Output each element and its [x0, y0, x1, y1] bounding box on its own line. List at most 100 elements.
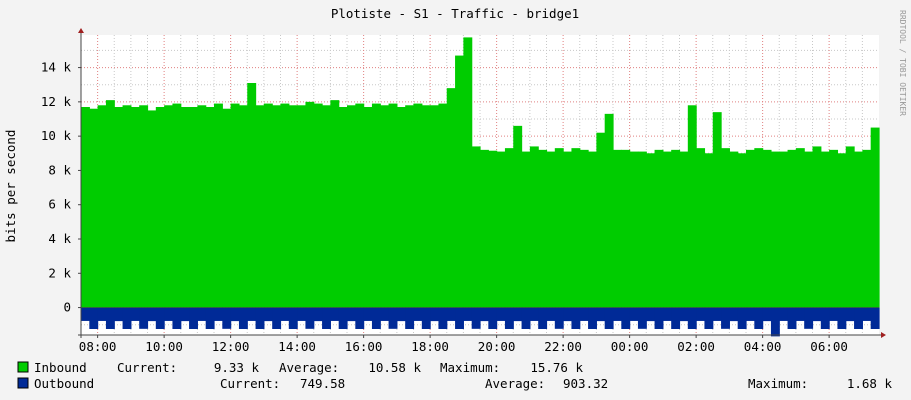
outbound-bar — [371, 307, 381, 329]
inbound-bar — [862, 149, 872, 308]
inbound-bar — [770, 151, 780, 308]
y-axis-arrow-icon — [78, 28, 84, 33]
outbound-bar — [546, 307, 556, 321]
outbound-bar — [804, 307, 814, 329]
legend-inbound-average-label: Average: — [279, 360, 339, 375]
inbound-bar — [89, 108, 99, 308]
inbound-bar — [480, 149, 489, 308]
outbound-bar — [330, 307, 340, 321]
inbound-bar — [629, 151, 639, 308]
outbound-bar — [214, 307, 223, 321]
outbound-bar — [721, 307, 730, 329]
outbound-bar — [396, 307, 406, 322]
inbound-bar — [513, 125, 523, 308]
outbound-bar — [496, 307, 506, 321]
x-tick-label: 14:00 — [278, 339, 316, 354]
inbound-bar — [222, 108, 232, 308]
x-tick-label: 02:00 — [677, 339, 715, 354]
inbound-bar — [754, 148, 764, 308]
inbound-bar — [338, 107, 348, 308]
outbound-bar — [554, 307, 564, 329]
inbound-bar — [854, 151, 863, 308]
inbound-bar — [446, 88, 456, 308]
outbound-bar — [588, 307, 597, 329]
outbound-bar — [230, 307, 240, 322]
outbound-bar — [854, 307, 863, 329]
inbound-bar — [538, 149, 548, 308]
legend-inbound-current-label: Current: — [117, 360, 177, 375]
inbound-bar — [471, 146, 481, 308]
outbound-bar — [238, 307, 248, 329]
outbound-bar — [737, 307, 747, 329]
outbound-bar — [646, 307, 656, 322]
legend-inbound-maximum-label: Maximum: — [440, 360, 500, 375]
legend-inbound-name: Inbound — [34, 360, 87, 375]
inbound-bar — [230, 103, 240, 308]
outbound-bar — [870, 307, 880, 329]
inbound-bar — [687, 105, 697, 308]
inbound-bar — [455, 55, 464, 308]
inbound-bar — [355, 103, 365, 308]
outbound-bar — [563, 307, 573, 322]
outbound-bar — [81, 307, 90, 321]
inbound-bar — [579, 149, 589, 308]
inbound-bar — [696, 148, 706, 308]
inbound-bar — [812, 146, 822, 308]
outbound-bar — [604, 307, 614, 329]
outbound-bar — [122, 307, 132, 329]
inbound-bar — [272, 105, 282, 308]
inbound-bar — [347, 105, 356, 308]
outbound-bar — [180, 307, 190, 322]
outbound-bar — [687, 307, 697, 329]
outbound-bar — [405, 307, 415, 329]
x-tick-label: 18:00 — [411, 339, 449, 354]
outbound-bar — [613, 307, 622, 321]
legend-outbound-current-label: Current: — [220, 376, 280, 391]
inbound-bar — [762, 149, 772, 308]
outbound-bar — [704, 307, 714, 329]
inbound-bar — [845, 146, 855, 308]
outbound-bar — [480, 307, 489, 322]
legend-inbound-average: 10.58 k — [368, 360, 421, 375]
outbound-bar — [272, 307, 282, 329]
outbound-bar — [189, 307, 198, 329]
inbound-bar — [330, 100, 340, 308]
inbound-bar — [712, 112, 722, 308]
outbound-bar — [662, 307, 672, 321]
inbound-bar — [238, 105, 248, 308]
chart-title: Plotiste - S1 - Traffic - bridge1 — [331, 6, 579, 21]
inbound-bar — [288, 105, 298, 308]
axes — [78, 28, 886, 338]
y-tick-labels: 0 2 k 4 k 6 k 8 k 10 k 12 k 14 k — [41, 60, 81, 315]
legend-inbound-maximum: 15.76 k — [530, 360, 583, 375]
inbound-bar — [804, 151, 814, 308]
inbound-bar — [646, 153, 656, 308]
outbound-bar — [471, 307, 481, 329]
outbound-bar — [712, 307, 722, 321]
x-tick-label: 20:00 — [478, 339, 516, 354]
inbound-bar — [613, 149, 622, 308]
inbound-bar — [172, 103, 182, 308]
y-axis-label: bits per second — [3, 130, 18, 243]
rrdtool-watermark: RRDTOOL / TOBI OETIKER — [898, 10, 907, 116]
outbound-bar — [812, 307, 822, 322]
inbound-bar — [829, 149, 839, 308]
inbound-bar — [297, 105, 307, 308]
inbound-bar — [430, 105, 440, 308]
outbound-bar — [97, 307, 107, 321]
outbound-bar — [430, 307, 440, 322]
inbound-bar — [305, 101, 315, 308]
inbound-bar — [114, 107, 124, 308]
inbound-bar — [671, 149, 681, 308]
outbound-bar — [538, 307, 548, 329]
outbound-bar — [779, 307, 789, 321]
y-tick-label: 14 k — [41, 60, 72, 75]
outbound-bar — [829, 307, 839, 321]
inbound-bar — [139, 105, 149, 308]
inbound-bar — [787, 149, 797, 308]
y-tick-label: 4 k — [48, 231, 71, 246]
inbound-bar — [313, 103, 323, 308]
inbound-bar — [463, 37, 473, 308]
outbound-bar — [130, 307, 140, 321]
inbound-bar — [189, 107, 198, 308]
